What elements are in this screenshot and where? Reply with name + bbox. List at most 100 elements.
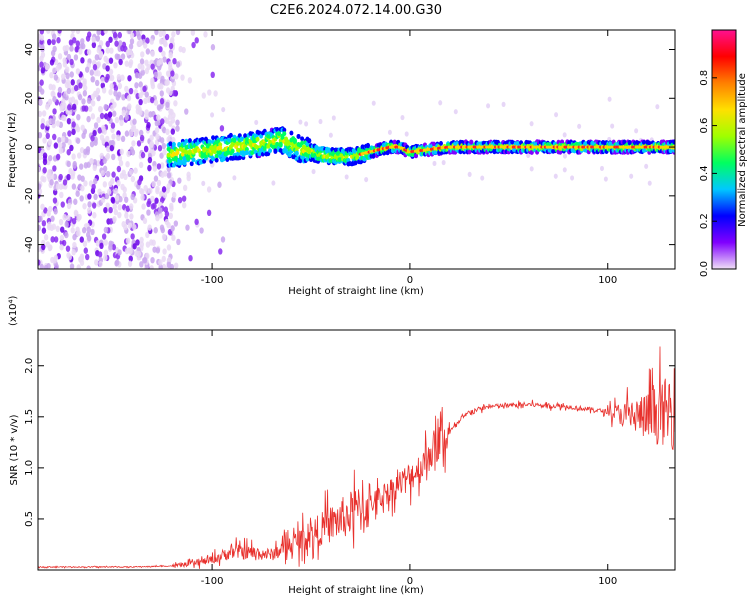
spectral-point: [51, 67, 57, 74]
spectral-point: [81, 98, 86, 105]
spectral-point: [61, 239, 67, 247]
spectral-point: [124, 114, 129, 121]
spectral-point: [273, 149, 278, 154]
spectral-point: [40, 67, 46, 74]
spectral-point: [172, 90, 177, 97]
spectral-point: [157, 144, 163, 152]
spectral-point: [43, 207, 48, 214]
spectral-point: [144, 67, 149, 75]
spectral-point: [145, 231, 150, 239]
spectral-point: [158, 207, 163, 214]
spectral-point: [128, 255, 133, 262]
spectral-point: [282, 131, 287, 137]
spectral-point: [558, 149, 563, 155]
spectral-point: [562, 132, 567, 138]
spectral-point: [155, 214, 160, 222]
spectral-point: [116, 53, 121, 61]
spectral-point: [76, 113, 81, 121]
spectral-point: [137, 178, 142, 186]
spectral-point: [68, 168, 73, 175]
spectral-point: [105, 47, 111, 54]
spectral-point: [161, 233, 167, 241]
spectral-point: [128, 130, 134, 137]
spectral-point: [138, 129, 144, 137]
spectral-point: [211, 135, 216, 141]
spectral-point: [80, 57, 85, 64]
spectral-point: [150, 63, 155, 70]
spectral-point: [81, 105, 87, 112]
spectral-point: [125, 49, 131, 56]
spectral-point: [112, 216, 117, 223]
spectral-point: [66, 87, 72, 95]
spectral-point: [190, 30, 196, 36]
spectral-point: [158, 58, 164, 65]
spectral-point: [100, 196, 106, 204]
spectral-point: [124, 60, 129, 67]
spectral-point: [138, 92, 143, 99]
spectral-point: [221, 106, 226, 113]
spectral-point: [128, 43, 134, 50]
spectral-point: [179, 160, 184, 166]
spectral-point: [58, 147, 64, 154]
spectral-point: [116, 179, 121, 187]
spectral-point: [172, 191, 177, 199]
spectral-point: [160, 226, 165, 234]
spectral-point: [164, 79, 169, 87]
spectral-point: [38, 215, 43, 223]
spectral-point: [328, 132, 333, 138]
spectral-point: [159, 152, 164, 159]
spectral-point: [132, 243, 137, 250]
spectral-point: [168, 52, 173, 59]
x-tick-label: 100: [598, 275, 617, 286]
spectral-point: [404, 131, 409, 137]
spectral-point: [124, 130, 130, 137]
spectral-point: [622, 139, 627, 145]
spectral-point: [81, 132, 86, 139]
spectral-point: [104, 76, 109, 83]
spectral-point: [105, 170, 111, 178]
spectral-point: [93, 122, 99, 129]
spectral-point: [70, 227, 75, 234]
snr-series-line: [38, 346, 675, 569]
spectral-point: [114, 40, 119, 47]
colorbar-tick-label: 0.6: [699, 118, 710, 134]
spectral-point: [147, 156, 153, 164]
spectral-point: [553, 173, 558, 179]
spectral-point: [610, 123, 615, 129]
spectral-point: [140, 194, 145, 201]
spectral-point: [392, 139, 397, 145]
y-tick-label: 20: [24, 92, 35, 105]
spectral-point: [138, 109, 143, 116]
spectral-point: [67, 104, 72, 111]
spectral-point: [150, 195, 155, 203]
spectral-point: [92, 212, 97, 219]
spectral-point: [80, 185, 85, 192]
spectral-point: [90, 76, 95, 83]
spectral-point: [271, 180, 276, 186]
spectral-point: [95, 240, 100, 247]
spectral-point: [161, 142, 167, 150]
spectral-point: [62, 57, 67, 64]
spectral-point: [142, 85, 147, 93]
spectral-point: [149, 38, 154, 45]
spectral-point: [147, 224, 152, 231]
spectral-point: [82, 203, 87, 210]
x-tick-label: 0: [407, 275, 413, 286]
spectral-point: [94, 54, 100, 61]
spectral-point: [206, 209, 212, 217]
spectral-point: [132, 118, 137, 125]
spectral-point: [166, 221, 171, 229]
spectral-point: [101, 233, 107, 240]
spectral-point: [79, 147, 85, 154]
spectral-point: [165, 101, 170, 108]
spectral-point: [77, 213, 82, 221]
spectral-point: [69, 263, 75, 269]
spectral-point: [344, 174, 349, 180]
spectral-point: [47, 38, 52, 46]
spectral-point: [117, 211, 122, 219]
spectral-point: [65, 245, 71, 252]
spectral-point: [148, 111, 153, 118]
spectral-point: [111, 171, 116, 178]
colorbar-tick-label: 0.4: [699, 165, 710, 181]
spectral-point: [105, 65, 110, 72]
